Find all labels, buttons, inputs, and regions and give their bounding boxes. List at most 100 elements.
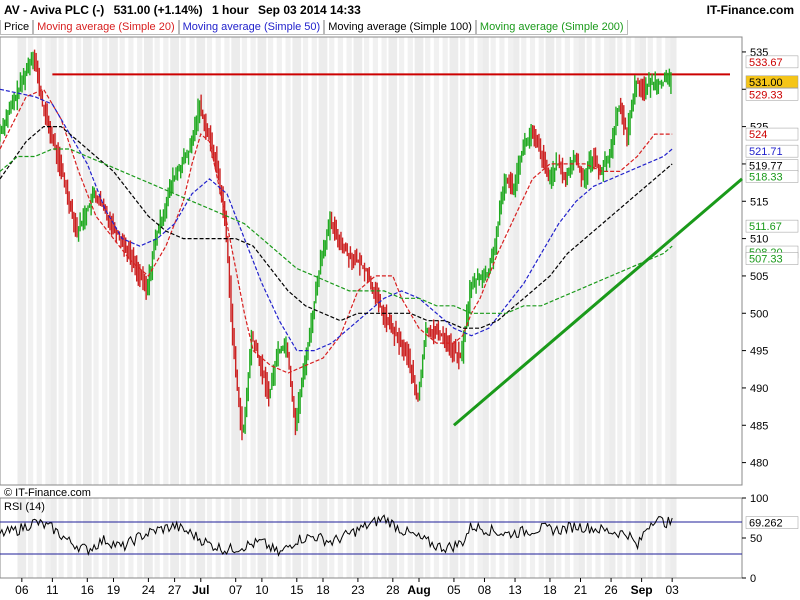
rsi-day-stripe [257, 498, 267, 578]
x-axis: 06 11 16 19 24 27 Jul 07 10 15 18 23 28 Aug 05 08 13 18 21… [15, 578, 679, 597]
day-stripe [468, 37, 475, 485]
series-line-moving-average-simple-200- [0, 148, 673, 314]
price-label: 521.71 [749, 146, 783, 158]
day-stripe [93, 37, 99, 485]
legend-sma200: Moving average (Simple 200) [475, 20, 628, 35]
x-tick-label: 23 [351, 583, 365, 597]
rsi-day-stripe [241, 498, 248, 578]
rsi-day-stripe [573, 498, 579, 578]
day-stripe [231, 37, 241, 485]
y-tick-label: 510 [750, 234, 768, 246]
day-stripe [508, 37, 514, 485]
x-tick-label: 07 [229, 583, 243, 597]
day-stripe [477, 37, 483, 485]
day-stripe [604, 37, 610, 485]
rsi-value-box [745, 516, 799, 529]
rsi-day-stripe [189, 498, 195, 578]
day-stripe [381, 37, 387, 485]
day-stripe [36, 37, 42, 485]
rsi-day-stripe [556, 498, 562, 578]
x-tick-label: 15 [290, 583, 304, 597]
day-stripe [206, 37, 213, 485]
legend-sma100: Moving average (Simple 100) [324, 20, 476, 35]
rsi-day-stripe [163, 498, 169, 578]
day-stripe [414, 37, 424, 485]
rsi-day-stripe [82, 498, 92, 578]
rsi-day-stripe [460, 498, 466, 578]
rsi-day-stripe [656, 498, 662, 578]
day-stripe [529, 37, 536, 485]
y-tick-label: 515 [750, 196, 768, 208]
watermark: © IT-Finance.com [4, 487, 91, 499]
day-stripe [665, 37, 671, 485]
y-tick-label: 485 [750, 420, 768, 432]
x-tick-label: 24 [142, 583, 156, 597]
day-stripe [311, 37, 317, 485]
day-stripe [667, 37, 677, 485]
rsi-day-stripe [595, 498, 601, 578]
day-stripe [364, 37, 370, 485]
day-stripe [521, 37, 527, 485]
rsi-day-stripe [137, 498, 143, 578]
rsi-day-stripe [144, 498, 153, 578]
day-stripe [302, 37, 309, 485]
rsi-day-stripe [372, 498, 378, 578]
day-stripe [647, 37, 653, 485]
day-stripe [109, 37, 118, 485]
rsi-day-stripe [93, 498, 99, 578]
price-label-box [745, 127, 799, 141]
day-stripe [48, 37, 57, 485]
rsi-day-stripe [407, 498, 413, 578]
rsi-day-stripe [250, 498, 256, 578]
rsi-day-stripe [606, 498, 616, 578]
rsi-day-stripe [292, 498, 302, 578]
rsi-day-stripe [17, 498, 27, 578]
rsi-day-stripe [329, 498, 335, 578]
day-stripe [292, 37, 302, 485]
day-stripe [442, 37, 448, 485]
rsi-day-stripe [224, 498, 230, 578]
day-stripe [425, 37, 431, 485]
rsi-day-stripe [154, 498, 160, 578]
rsi-y-tick-label: 50 [750, 533, 762, 545]
rsi-day-stripe [667, 498, 677, 578]
rsi-day-stripe [215, 498, 221, 578]
day-stripe [144, 37, 153, 485]
day-stripe [433, 37, 440, 485]
day-stripe [617, 37, 623, 485]
day-stripe [267, 37, 274, 485]
day-stripe [576, 37, 585, 485]
y-tick-label: 495 [750, 346, 768, 358]
price-candles [0, 49, 672, 441]
x-tick-label: 28 [386, 583, 400, 597]
rsi-day-stripe [58, 498, 64, 578]
rsi-day-stripe [586, 498, 592, 578]
rsi-day-stripe [353, 498, 363, 578]
x-tick-label: 13 [508, 583, 522, 597]
price-label: 531.00 [749, 77, 783, 89]
day-stripe [137, 37, 143, 485]
chart-header: AV - Aviva PLC (-) 531.00 (+1.14%) 1 hou… [0, 0, 800, 20]
rsi-day-stripe [48, 498, 57, 578]
day-stripe [67, 37, 73, 485]
y-tick-label: 505 [750, 271, 768, 283]
day-stripe [595, 37, 601, 485]
x-tick-label: 03 [665, 583, 679, 597]
rsi-day-stripe [381, 498, 387, 578]
day-stripe [510, 37, 520, 485]
x-tick-label: 18 [543, 583, 557, 597]
rsi-day-stripe [477, 498, 483, 578]
day-stripe [329, 37, 335, 485]
rsi-day-stripe [119, 498, 125, 578]
price-label: 511.67 [749, 221, 782, 233]
day-stripe [318, 37, 328, 485]
day-stripe [606, 37, 616, 485]
y-tick-label: 490 [750, 383, 768, 395]
x-tick-label: 11 [46, 583, 59, 597]
rsi-last-value: 69.262 [749, 518, 783, 530]
day-stripe [538, 37, 544, 485]
rsi-title: RSI (14) [4, 501, 45, 513]
x-tick-label: 19 [107, 583, 121, 597]
day-stripe [480, 37, 489, 485]
